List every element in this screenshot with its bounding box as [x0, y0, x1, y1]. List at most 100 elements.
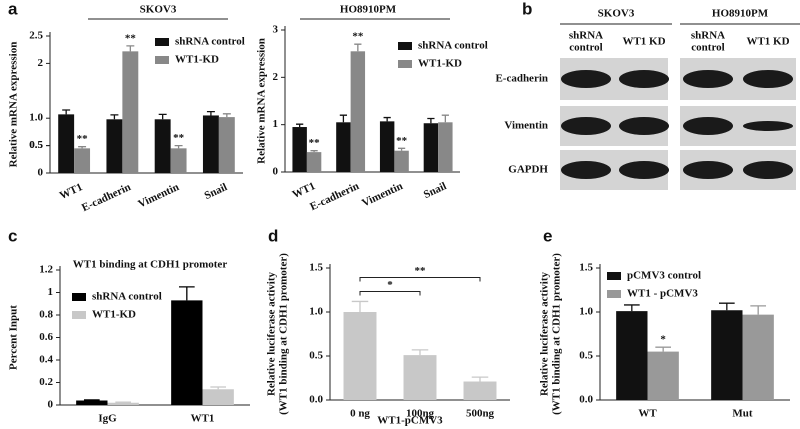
x-tick-label: Snail	[422, 180, 449, 201]
error-bar	[126, 45, 135, 52]
legend-swatch	[607, 290, 621, 298]
bar	[202, 389, 234, 405]
bar	[394, 150, 409, 172]
x-tick-label: 100ng	[406, 408, 435, 420]
chart-title: WT1 binding at CDH1 promoter	[73, 259, 228, 271]
x-tick-label: Mut	[732, 408, 753, 420]
blot-band	[619, 161, 669, 179]
y-tick-label: 0.5	[579, 350, 593, 362]
error-bar	[222, 113, 231, 118]
x-tick-label: WT	[638, 408, 657, 420]
blot-band	[619, 117, 669, 135]
error-bar	[110, 114, 119, 120]
error-bar	[383, 116, 391, 122]
bar	[438, 122, 453, 172]
legend-swatch	[155, 38, 169, 46]
x-tick-label: WT1	[291, 180, 318, 201]
error-bar	[441, 114, 449, 123]
error-bar	[78, 146, 87, 149]
y-tick-label: 1	[48, 286, 54, 298]
y-tick-label: 2	[38, 57, 44, 69]
y-tick-label: 2	[273, 71, 279, 83]
y-tick-label: 0.5	[29, 139, 43, 151]
x-tick-label: Vimentin	[136, 181, 181, 210]
legend-label: shRNA control	[418, 40, 488, 52]
error-bar	[210, 386, 227, 390]
x-tick-label: 0 ng	[350, 408, 370, 420]
y-tick-label: 1.0	[309, 306, 323, 318]
y-tick-label: 0	[48, 399, 54, 411]
error-bar	[750, 305, 767, 315]
significance: **	[125, 32, 137, 44]
significance: *	[387, 279, 393, 291]
y-axis-label: (WT1 binding at CDH1 promoter)	[278, 253, 290, 415]
y-tick-label: 0.8	[39, 309, 53, 321]
chart-title: HO8910PM	[340, 4, 397, 16]
x-tick-label: IgG	[98, 413, 117, 425]
error-bar	[296, 123, 304, 128]
bar	[423, 123, 439, 172]
legend-swatch	[398, 60, 412, 68]
y-tick-label: 0.2	[39, 376, 53, 388]
bar	[616, 311, 648, 400]
lane-label: control	[691, 42, 724, 54]
y-tick-label: 2.5	[29, 30, 43, 42]
error-bar	[718, 302, 735, 311]
y-tick-label: 0.4	[39, 354, 53, 366]
x-tick-label: E-cadherin	[308, 180, 361, 213]
blot-band	[683, 161, 733, 179]
bar	[122, 51, 139, 173]
blot-band	[619, 70, 669, 88]
legend-label: WT1-KD	[418, 58, 462, 70]
error-bar	[310, 150, 318, 153]
blot-band	[743, 121, 793, 131]
blot-band	[561, 117, 611, 135]
cell-line: SKOV3	[598, 8, 635, 20]
blot-band	[561, 161, 611, 179]
bar	[463, 381, 497, 400]
lane-label: WT1 KD	[746, 36, 789, 48]
significance: **	[352, 31, 364, 43]
error-bar	[471, 376, 489, 382]
y-tick-label: 1.2	[39, 264, 53, 276]
error-bar	[339, 114, 348, 123]
bar	[292, 127, 307, 172]
y-axis-label: Relative mRNA expression	[256, 38, 268, 164]
y-tick-label: 1.5	[579, 262, 593, 274]
legend-label: shRNA control	[175, 36, 245, 48]
y-tick-label: 3	[273, 24, 279, 36]
y-axis-label: (WT1 binding at CDH1 promoter)	[551, 253, 563, 415]
bar	[202, 115, 219, 173]
y-axis-label: Percent Input	[8, 305, 20, 370]
significance: **	[173, 132, 185, 144]
bar	[171, 300, 203, 405]
y-axis-label: Relative luciferase activity	[266, 272, 278, 397]
x-tick-label: E-cadherin	[80, 181, 133, 214]
x-tick-label: 500ng	[466, 408, 495, 420]
bar	[343, 312, 377, 400]
error-bar	[411, 349, 429, 356]
y-tick-label: 1.5	[309, 262, 323, 274]
lane-label: shRNA	[691, 30, 725, 42]
bar	[379, 121, 395, 172]
y-tick-label: 0	[38, 167, 44, 179]
y-tick-label: 1.0	[579, 306, 593, 318]
legend-label: shRNA control	[92, 291, 162, 303]
legend-swatch	[72, 311, 86, 319]
panel-label: e	[543, 226, 552, 245]
significance-bracket	[359, 276, 481, 282]
y-tick-label: 0.0	[579, 394, 593, 406]
error-bar	[174, 144, 183, 149]
y-tick-label: 0.5	[309, 350, 323, 362]
chart-title: SKOV3	[140, 4, 177, 16]
bar	[350, 51, 366, 172]
bar	[170, 148, 187, 173]
y-axis-label: Relative luciferase activity	[539, 272, 551, 397]
y-tick-label: 0	[273, 166, 279, 178]
bar	[306, 152, 322, 172]
row-label: GAPDH	[508, 164, 548, 176]
significance: **	[415, 265, 427, 277]
x-tick-label: WT1	[191, 413, 215, 425]
error-bar	[397, 147, 406, 151]
significance: **	[309, 137, 321, 149]
